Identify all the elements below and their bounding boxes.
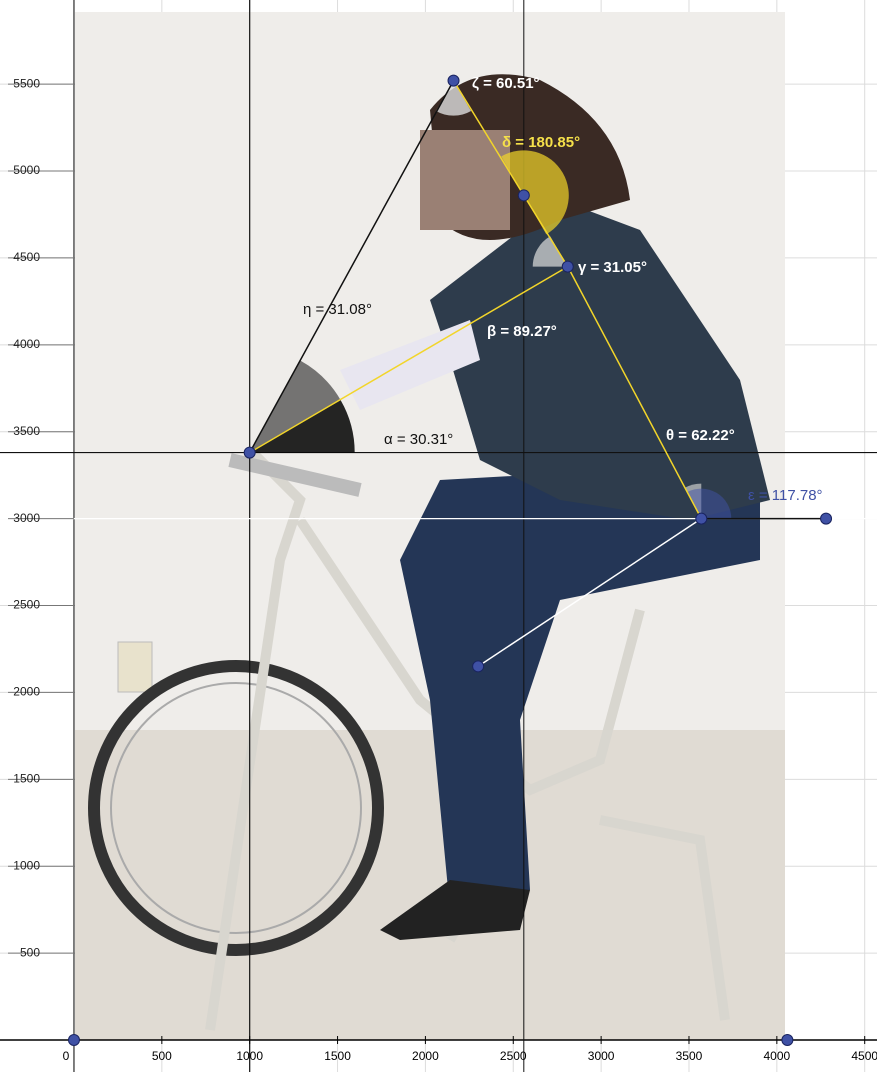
photo (75, 12, 785, 1040)
y-tick-label: 500 (20, 945, 40, 959)
angle-label: γ = 31.05° (578, 259, 647, 276)
geometry-view: 0 500 1000 1500 2000 2500 3000 3500 4000 4500 500 1… (0, 0, 877, 1072)
point (448, 75, 459, 86)
pixelated-face (420, 130, 510, 230)
angle-label: ζ = 60.51° (472, 75, 540, 92)
y-tick-label: 5000 (13, 163, 40, 177)
point (562, 261, 573, 272)
y-tick-label: 1000 (13, 858, 40, 872)
angle-label: η = 31.08° (303, 301, 372, 318)
x-tick-label: 2500 (500, 1049, 527, 1063)
point (68, 1035, 79, 1046)
y-tick-label: 2500 (13, 598, 40, 612)
y-tick-label: 1500 (13, 771, 40, 785)
y-tick-label: 4500 (13, 250, 40, 264)
y-tick-label: 4000 (13, 337, 40, 351)
point (782, 1035, 793, 1046)
y-tick-label: 3500 (13, 424, 40, 438)
point (244, 447, 255, 458)
x-tick-label: 0 (63, 1049, 70, 1063)
x-tick-label: 500 (152, 1049, 172, 1063)
x-tick-label: 1500 (324, 1049, 351, 1063)
x-tick-label: 3500 (676, 1049, 703, 1063)
y-tick-label: 5500 (13, 76, 40, 90)
angle-label: θ = 62.22° (666, 427, 735, 444)
x-tick-label: 1000 (236, 1049, 263, 1063)
x-tick-label: 4000 (763, 1049, 790, 1063)
point (821, 513, 832, 524)
angle-label: δ = 180.85° (502, 134, 580, 151)
floor (75, 730, 785, 1040)
y-tick-label: 3000 (13, 511, 40, 525)
angle-label: β = 89.27° (487, 323, 557, 340)
point (473, 661, 484, 672)
angle-label: ε = 117.78° (748, 487, 823, 504)
y-tick-label: 2000 (13, 685, 40, 699)
angle-label: α = 30.31° (384, 431, 453, 448)
x-tick-label: 4500 (851, 1049, 877, 1063)
outlet (118, 642, 152, 692)
point (518, 190, 529, 201)
point (696, 513, 707, 524)
x-tick-label: 2000 (412, 1049, 439, 1063)
x-tick-label: 3000 (588, 1049, 615, 1063)
